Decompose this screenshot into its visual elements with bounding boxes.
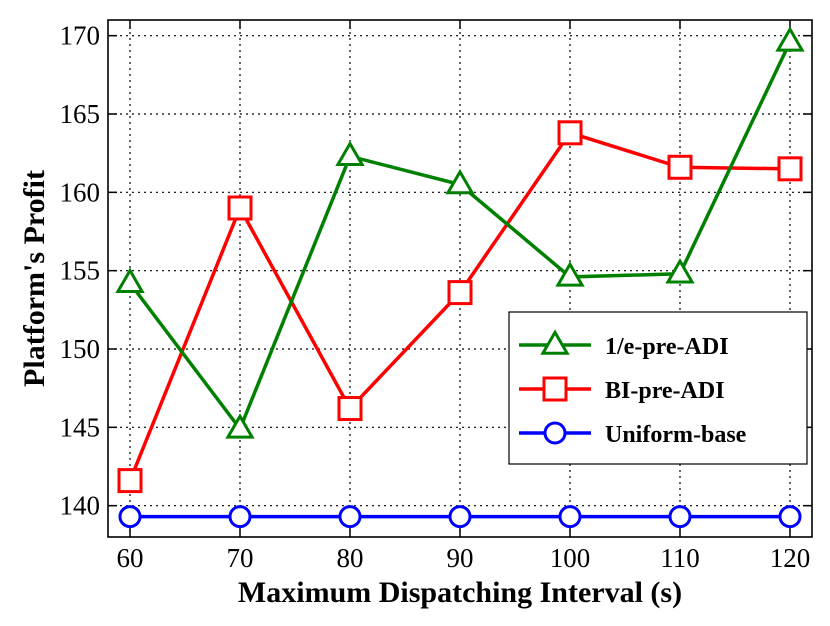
data-point: [117, 468, 143, 494]
series-triangle: [115, 26, 805, 439]
y-axis-title: Platform's Profit: [18, 170, 51, 387]
data-point: [228, 505, 252, 529]
legend-entry: BI-pre-ADI: [519, 376, 725, 404]
legend-marker: [542, 376, 568, 402]
x-tick-label: 60: [117, 543, 144, 573]
legend-entry: Uniform-base: [519, 421, 747, 448]
legend-marker: [543, 421, 567, 445]
x-tick-label: 120: [770, 543, 811, 573]
x-axis-title: Maximum Dispatching Interval (s): [238, 576, 682, 609]
legend-entry: 1/e-pre-ADI: [519, 329, 729, 360]
axis-ticks: 60 70 80 90 100 110 120 140 145 150 155 160 165 170: [60, 20, 812, 573]
y-tick-label: 165: [60, 99, 101, 129]
data-point: [338, 505, 362, 529]
legend-label: Uniform-base: [605, 422, 747, 448]
legend: 1/e-pre-ADI BI-pre-ADI Uniform-base: [508, 311, 808, 465]
data-point: [447, 280, 473, 306]
y-tick-label: 160: [60, 177, 101, 207]
y-tick-label: 155: [60, 256, 101, 286]
series-circle: [118, 505, 802, 529]
data-point: [558, 505, 582, 529]
y-tick-label: 170: [60, 21, 101, 51]
y-tick-label: 150: [60, 334, 101, 364]
legend-marker: [540, 329, 570, 355]
x-tick-label: 110: [660, 543, 700, 573]
data-point: [337, 396, 363, 422]
data-point: [227, 195, 253, 221]
data-point: [667, 154, 693, 180]
data-point: [557, 120, 583, 146]
x-tick-label: 80: [337, 543, 364, 573]
x-tick-label: 70: [227, 543, 254, 573]
series-square: [117, 120, 803, 494]
legend-label: BI-pre-ADI: [605, 378, 725, 404]
data-point: [118, 505, 142, 529]
data-point: [668, 505, 692, 529]
data-point: [775, 26, 805, 52]
data-point: [225, 413, 255, 439]
data-point: [448, 505, 472, 529]
data-point: [665, 258, 695, 284]
y-tick-label: 145: [60, 412, 101, 442]
data-point: [778, 505, 802, 529]
x-tick-label: 100: [550, 543, 591, 573]
data-point: [115, 267, 145, 293]
data-point: [445, 168, 475, 195]
data-point: [335, 140, 365, 167]
data-point: [777, 156, 803, 182]
data-point: [555, 261, 585, 287]
y-tick-label: 140: [60, 491, 101, 521]
legend-label: 1/e-pre-ADI: [605, 334, 729, 360]
series-group: [115, 26, 805, 529]
x-tick-label: 90: [447, 543, 474, 573]
